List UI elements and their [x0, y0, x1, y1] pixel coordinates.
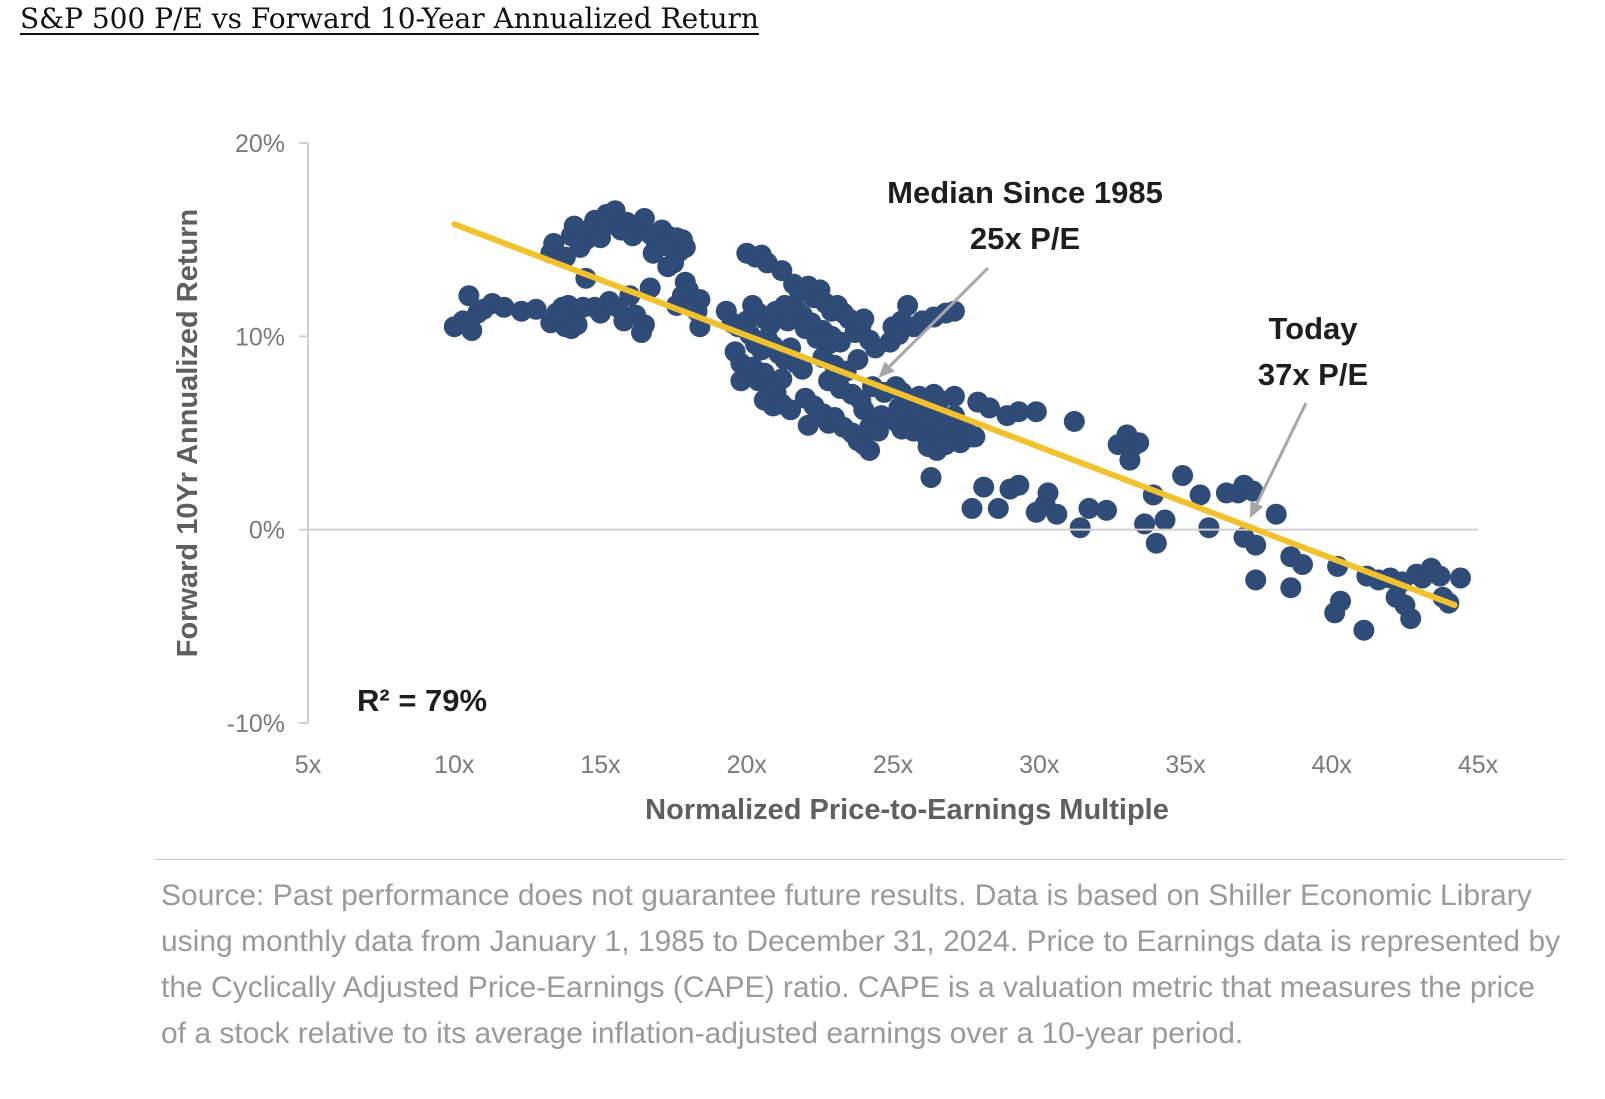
data-point [917, 409, 939, 430]
data-point [1198, 517, 1220, 539]
data-point [1046, 503, 1068, 525]
data-point [1134, 513, 1156, 535]
data-point [1189, 484, 1211, 506]
data-point [1324, 602, 1346, 624]
data-point [771, 368, 793, 390]
data-point [1265, 503, 1287, 525]
x-tick-label: 15x [580, 751, 621, 779]
data-point [859, 416, 881, 438]
x-tick-label: 10x [434, 751, 475, 779]
data-point [797, 414, 819, 436]
data-point [979, 397, 1000, 419]
today-arrow-shaft [1255, 402, 1308, 505]
data-point [1078, 497, 1100, 519]
data-point [1096, 499, 1117, 521]
x-tick-label: 45x [1458, 751, 1499, 779]
data-point [859, 439, 881, 461]
data-point [853, 308, 875, 330]
x-tick-label: 30x [1019, 751, 1060, 779]
annotation-today-line1: Today [1269, 311, 1359, 346]
data-point [1429, 565, 1451, 587]
data-point [1037, 482, 1059, 504]
data-point [1353, 619, 1375, 641]
median-arrow-head [878, 361, 895, 378]
page-title: S&P 500 P/E vs Forward 10-Year Annualize… [20, 2, 759, 35]
data-point [943, 385, 965, 407]
data-point [1400, 608, 1422, 630]
points-layer [443, 200, 1471, 641]
data-point [791, 358, 813, 380]
today-arrow-head [1249, 500, 1264, 519]
annotation-median-line2: 25x P/E [970, 221, 1080, 256]
data-point [1128, 432, 1150, 454]
y-tick-label: 0% [249, 517, 285, 545]
x-tick-label: 35x [1165, 751, 1206, 779]
data-point [642, 242, 664, 264]
data-point [1008, 474, 1030, 496]
trendline [451, 221, 1458, 609]
y-tick-label: -10% [227, 710, 285, 738]
data-point [458, 285, 480, 307]
data-point [935, 434, 957, 456]
data-point [1008, 401, 1030, 423]
data-point [631, 322, 652, 343]
data-point [897, 294, 919, 316]
data-point [1245, 534, 1267, 556]
data-point [964, 426, 986, 448]
x-axis-title: Normalized Price-to-Earnings Multiple [645, 794, 1169, 826]
data-point [1280, 577, 1302, 599]
data-point [613, 310, 635, 332]
arrows-layer [878, 266, 1308, 519]
data-point [461, 320, 483, 341]
data-point [1172, 465, 1194, 486]
data-point [1069, 517, 1091, 539]
data-point [493, 296, 515, 318]
annotation-today-line2: 37x P/E [1258, 357, 1368, 392]
x-tick-label: 5x [295, 751, 322, 779]
data-point [1242, 480, 1264, 502]
scatter-chart: -10% 0% 10% 20% 5x 10x 15x 20x 25x 30x 35x 40x 45x F… [172, 130, 1499, 826]
data-point [780, 399, 802, 421]
source-note: Source: Past performance does not guaran… [161, 879, 1561, 1050]
annotations-layer: Median Since 1985 25x P/E Today 37x P/E R² =… [357, 175, 1368, 718]
x-tick-label: 20x [727, 751, 768, 779]
divider [155, 859, 1565, 860]
x-tick-label: 40x [1312, 751, 1353, 779]
data-point [973, 476, 995, 498]
median-arrow-shaft [888, 266, 990, 368]
data-point [987, 497, 1009, 519]
data-point [920, 467, 942, 488]
data-point [771, 260, 793, 282]
annotation-r-squared: R² = 79% [357, 683, 487, 718]
data-point [554, 302, 576, 324]
data-point [943, 300, 965, 322]
data-point [657, 256, 679, 278]
ticks-layer: -10% 0% 10% 20% 5x 10x 15x 20x 25x 30x 35x 40x 45x [227, 130, 1499, 779]
data-point [1119, 449, 1141, 471]
axes-layer [299, 142, 1478, 724]
data-point [639, 277, 661, 299]
y-tick-label: 10% [235, 323, 285, 351]
y-axis-title: Forward 10Yr Annualized Return [172, 209, 204, 658]
annotation-median-line1: Median Since 1985 [887, 175, 1163, 210]
data-point [584, 296, 606, 318]
data-point [689, 289, 711, 311]
x-tick-label: 25x [873, 751, 914, 779]
data-point [1145, 532, 1167, 554]
data-point [543, 233, 565, 254]
data-point [1063, 410, 1085, 432]
y-tick-label: 20% [235, 130, 285, 158]
data-point [961, 497, 983, 519]
data-point [1025, 401, 1047, 423]
data-point [774, 294, 796, 316]
data-point [847, 349, 869, 370]
data-point [1450, 567, 1471, 589]
data-point [1154, 509, 1176, 531]
data-point [1245, 569, 1267, 591]
data-point [525, 298, 547, 320]
data-point [1292, 554, 1313, 575]
data-point [888, 323, 910, 345]
